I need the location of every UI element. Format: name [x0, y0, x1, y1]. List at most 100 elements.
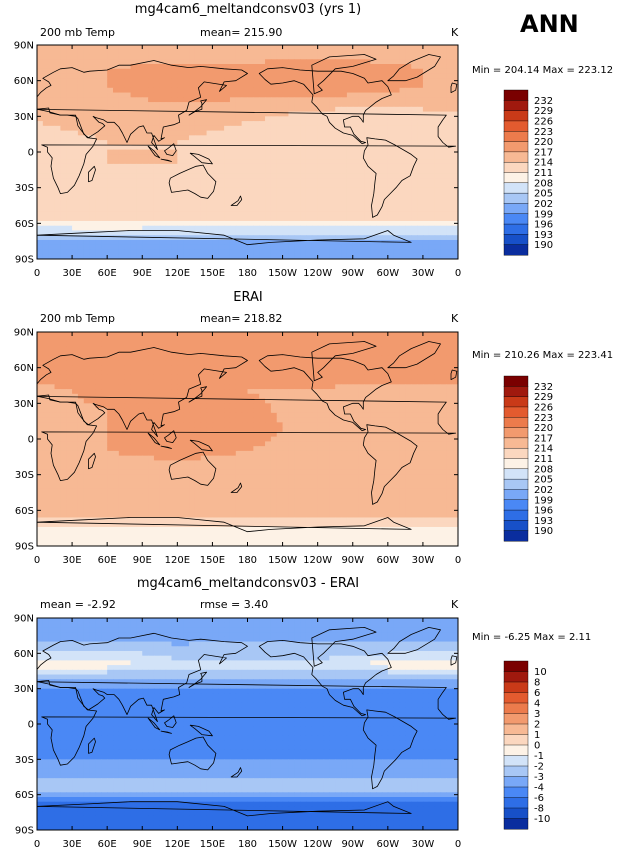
field-cell	[159, 78, 167, 84]
field-cell	[66, 379, 73, 385]
field-cell	[341, 235, 348, 241]
field-cell	[253, 197, 260, 203]
field-cell	[83, 389, 91, 395]
field-cell	[89, 389, 97, 395]
field-cell	[113, 182, 120, 189]
field-cell	[183, 422, 190, 428]
field-cell	[130, 431, 138, 438]
field-cell	[428, 225, 436, 232]
field-cell	[276, 121, 284, 127]
field-cell	[48, 68, 56, 75]
field-cell	[405, 178, 412, 184]
field-cell	[124, 83, 132, 89]
field-cell	[323, 235, 330, 241]
field-cell	[171, 379, 178, 385]
field-cell	[212, 235, 219, 241]
field-cell	[37, 431, 44, 438]
field-cell	[194, 168, 202, 174]
field-cell	[224, 389, 231, 395]
field-cell	[159, 83, 167, 89]
field-cell	[370, 351, 377, 357]
field-cell	[148, 187, 155, 194]
field-cell	[72, 197, 79, 203]
field-cell	[411, 173, 418, 179]
field-cell	[130, 102, 138, 108]
field-cell	[335, 182, 342, 189]
field-cell	[376, 393, 383, 400]
field-cell	[66, 235, 73, 241]
field-cell	[224, 49, 231, 56]
field-cell	[452, 168, 458, 174]
field-cell	[387, 144, 395, 151]
field-cell	[72, 403, 79, 409]
field-cell	[311, 206, 319, 213]
field-cell	[72, 45, 79, 51]
field-cell	[189, 49, 196, 56]
field-cell	[189, 431, 196, 438]
field-cell	[358, 370, 366, 376]
field-cell	[48, 173, 56, 179]
field-cell	[323, 211, 330, 217]
field-cell	[352, 163, 360, 170]
field-cell	[417, 168, 424, 174]
field-cell	[177, 130, 184, 136]
field-cell	[54, 49, 61, 56]
field-cell	[229, 64, 237, 70]
field-cell	[305, 412, 313, 419]
field-cell	[370, 365, 377, 371]
field-cell	[335, 244, 342, 251]
field-cell	[130, 374, 138, 381]
field-cell	[72, 64, 79, 70]
field-cell	[200, 427, 208, 433]
field-cell	[77, 106, 85, 113]
field-cell	[89, 355, 97, 362]
field-cell	[130, 173, 138, 179]
field-cell	[235, 87, 243, 94]
field-cell	[165, 374, 173, 381]
field-cell	[107, 45, 114, 51]
field-cell	[212, 355, 219, 362]
field-cell	[218, 192, 225, 198]
field-cell	[381, 178, 389, 184]
field-cell	[189, 398, 196, 404]
field-cell	[364, 78, 371, 84]
field-cell	[247, 427, 254, 433]
field-cell	[148, 68, 155, 75]
field-cell	[136, 239, 143, 246]
field-cell	[218, 159, 225, 165]
field-cell	[212, 431, 219, 438]
field-cell	[399, 360, 406, 366]
field-cell	[224, 83, 231, 89]
field-cell	[177, 116, 184, 122]
field-cell	[452, 360, 458, 366]
field-cell	[200, 235, 208, 241]
field-cell	[276, 78, 284, 84]
field-cell	[60, 216, 67, 222]
field-cell	[148, 154, 155, 160]
field-cell	[118, 173, 126, 179]
field-cell	[229, 431, 237, 438]
field-cell	[212, 370, 219, 376]
field-cell	[428, 102, 436, 108]
field-cell	[113, 87, 120, 94]
panel-1-minmax: Min = 204.14 Max = 223.12	[472, 65, 614, 76]
field-cell	[300, 116, 307, 122]
field-cell	[224, 216, 231, 222]
colorbar-box	[503, 151, 529, 163]
field-cell	[241, 73, 249, 79]
field-cell	[247, 125, 254, 132]
field-cell	[247, 360, 254, 366]
field-cell	[54, 346, 61, 352]
colorbar-box	[503, 192, 529, 204]
field-cell	[265, 398, 272, 404]
field-cell	[206, 244, 214, 251]
field-cell	[270, 225, 278, 232]
field-cell	[329, 336, 336, 343]
field-cell	[200, 360, 208, 366]
field-cell	[83, 412, 91, 419]
field-cell	[364, 211, 371, 217]
field-cell	[305, 168, 313, 174]
field-cell	[422, 97, 430, 103]
field-cell	[381, 244, 389, 251]
field-cell	[352, 78, 360, 84]
